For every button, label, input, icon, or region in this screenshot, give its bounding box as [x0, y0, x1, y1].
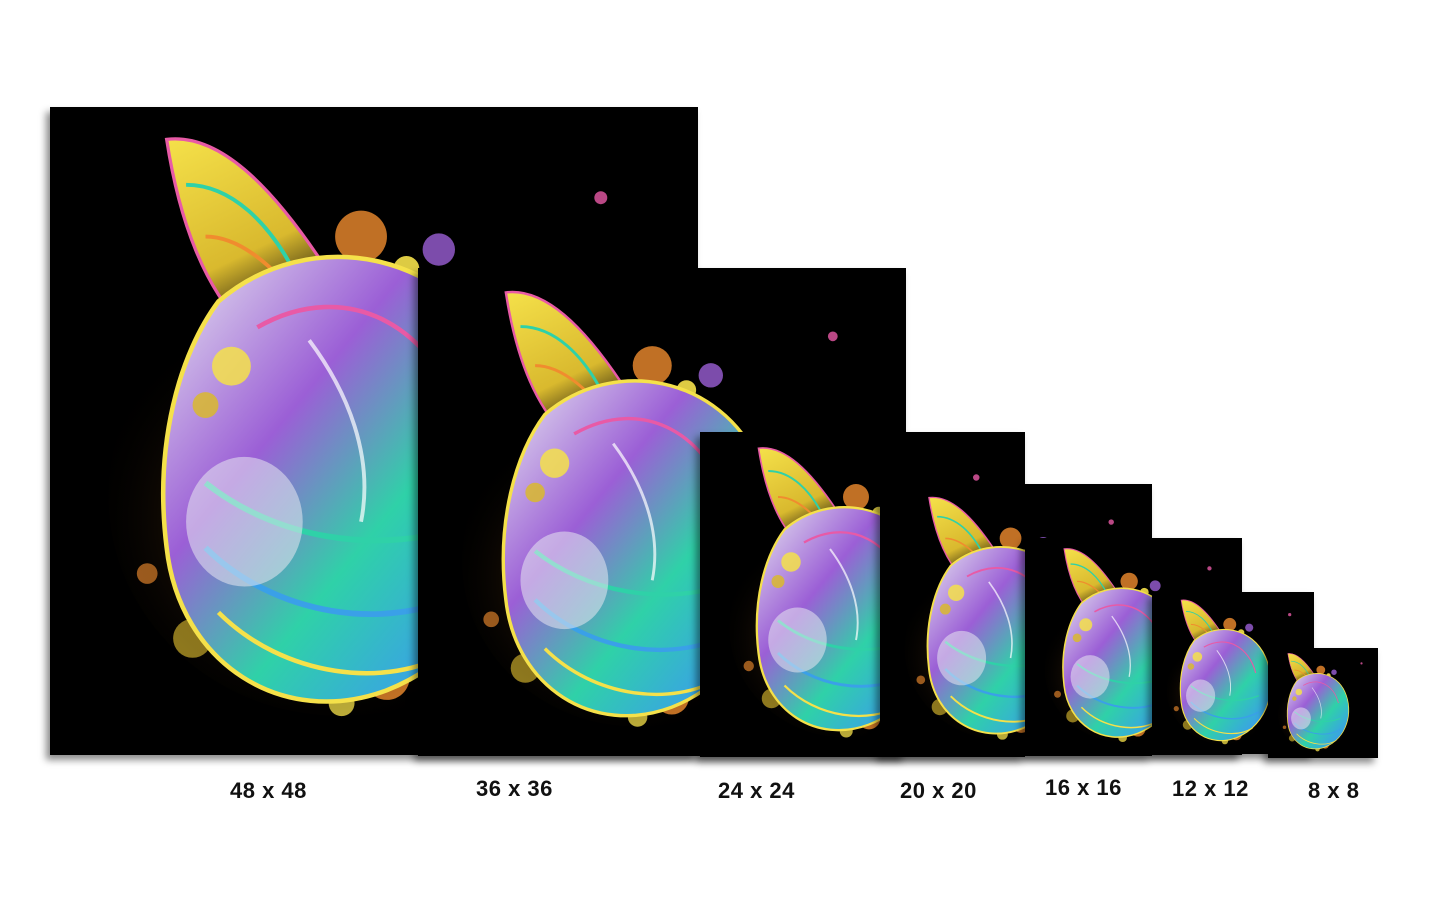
size-label-16: 16 x 16 [1045, 775, 1122, 800]
size-label-12: 12 x 12 [1172, 776, 1249, 801]
canvas-print-8 [1268, 648, 1378, 758]
seashell-icon [1268, 648, 1378, 758]
size-label-20: 20 x 20 [900, 778, 977, 803]
size-label-24: 24 x 24 [718, 778, 795, 803]
size-label-36: 36 x 36 [476, 776, 553, 801]
size-label-48: 48 x 48 [230, 778, 307, 803]
size-label-8: 8 x 8 [1308, 778, 1360, 803]
